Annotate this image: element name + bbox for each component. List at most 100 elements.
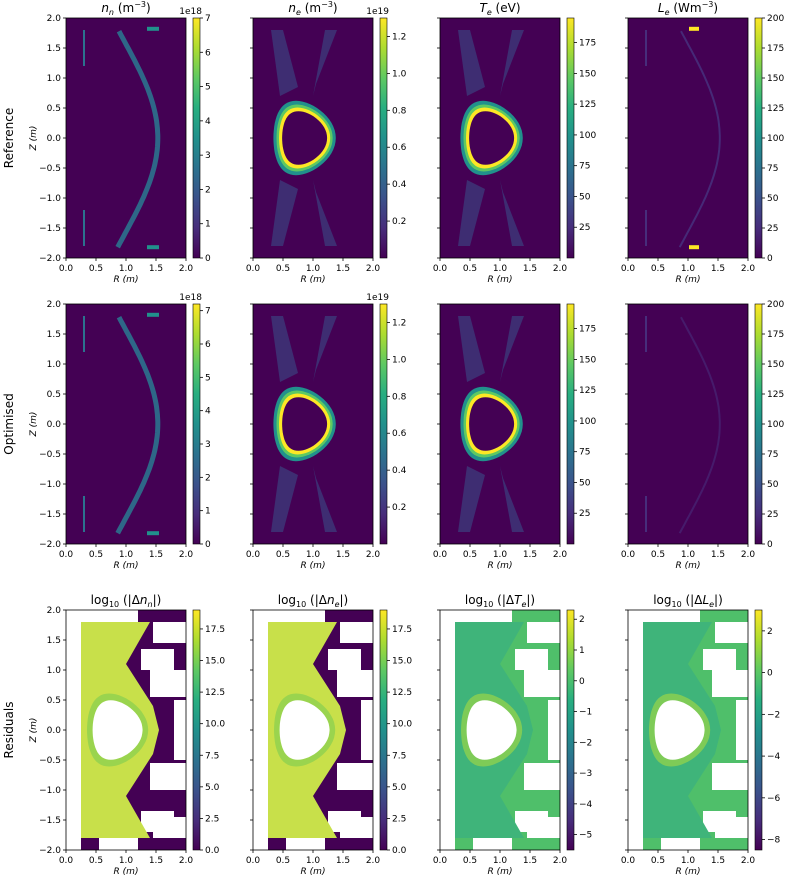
plot-background: [66, 304, 186, 544]
x-tick-label: 0.0: [59, 856, 74, 866]
masked-region: [527, 817, 560, 838]
masked-region: [328, 649, 361, 670]
masked-region: [712, 670, 748, 697]
x-tick-label: 1.5: [149, 856, 163, 866]
colorbar-tick-label: −4: [579, 800, 593, 810]
masked-region: [515, 649, 548, 670]
x-tick-label: 0.0: [621, 264, 636, 274]
colorbar-tick-label: 0.8: [392, 392, 407, 402]
panel-title: Te (eV): [479, 1, 520, 17]
panel-residuals-l_e: log10 (|ΔLe|) 0.0 0.5 1.0 1.5 2.0 R (m) 2 0 −2 −4 −…: [621, 593, 781, 877]
colorbar-tick-label: 1.0: [392, 355, 407, 365]
divertor-leg: [458, 30, 485, 96]
panel-residuals-n_e: log10 (|Δne|) 0.0 0.5 1.0 1.5 2.0 R (m) 0.0 2.5 5…: [246, 593, 412, 877]
core-region: [282, 397, 328, 451]
x-axis-label: R (m): [676, 867, 701, 877]
y-tick-label: 2.0: [47, 606, 62, 616]
panel-optimised-n_n: 0.0 0.5 1.0 1.5 2.0 R (m) 2.0 1.5 1.0 0.5 0.0 −0.5 −…: [29, 293, 211, 571]
y-tick-label: 0.5: [47, 696, 61, 706]
colorbar-tick-label: 3: [205, 151, 211, 161]
masked-core: [466, 700, 517, 760]
colorbar-tick-label: 75: [579, 448, 590, 458]
colorbar-offset: 1e19: [366, 293, 389, 303]
x-tick-label: 2.0: [179, 856, 194, 866]
colorbar-tick-label: 125: [579, 100, 596, 110]
y-tick-label: −1.0: [39, 480, 61, 490]
x-tick-label: 1.0: [306, 264, 321, 274]
masked-region: [337, 763, 373, 790]
colorbar-tick-label: 100: [579, 417, 596, 427]
masked-region: [524, 763, 560, 790]
colorbar-tick-label: 75: [767, 450, 778, 460]
masked-region: [99, 838, 138, 850]
colorbar-tick-label: 75: [579, 162, 590, 172]
colorbar: [566, 303, 575, 545]
colorbar-tick-label: −1: [579, 708, 592, 718]
colorbar-tick-label: 0.6: [392, 143, 407, 153]
x-tick-label: 1.0: [493, 550, 508, 560]
masked-region: [473, 838, 512, 850]
colorbar-tick-label: 175: [767, 330, 784, 340]
x-tick-label: 2.0: [366, 264, 381, 274]
colorbar-tick-label: −2: [767, 710, 780, 720]
x-axis-label: R (m): [301, 561, 326, 571]
colorbar-tick-label: 15.0: [392, 657, 412, 667]
x-tick-label: 0.5: [276, 550, 290, 560]
panel-reference-l_e: Le (Wm−3) 0.0 0.5 1.0 1.5 2.0 R (m) 0 25 50 75 100 1…: [621, 0, 785, 285]
y-tick-label: 1.0: [47, 360, 62, 370]
x-tick-label: 0.0: [59, 550, 74, 560]
x-tick-label: 0.0: [246, 856, 261, 866]
colorbar-tick-label: 175: [579, 39, 596, 49]
colorbar-tick-label: 2.5: [205, 814, 219, 824]
colorbar-tick-label: 6: [205, 340, 211, 350]
masked-region: [268, 610, 286, 622]
y-tick-label: −0.5: [39, 450, 61, 460]
colorbar-tick-label: 7.5: [205, 751, 219, 761]
panel-residuals-t_e: log10 (|ΔTe|) 0.0 0.5 1.0 1.5 2.0 R (m) 2 1 0 −1 −2…: [433, 593, 593, 877]
colorbar-tick-label: 50: [579, 478, 591, 488]
colorbar-tick-label: 150: [579, 69, 596, 79]
colorbar-tick-label: 1.0: [392, 69, 407, 79]
colorbar-offset: 1e19: [366, 7, 389, 17]
x-axis-label: R (m): [114, 275, 139, 285]
divertor-leg: [500, 316, 524, 382]
colorbar-tick-label: 2.5: [392, 814, 406, 824]
colorbar-tick-label: 1.2: [392, 318, 406, 328]
x-tick-label: 1.5: [149, 550, 163, 560]
x-tick-label: 0.5: [651, 856, 665, 866]
masked-region: [174, 700, 186, 760]
colorbar-tick-label: 17.5: [205, 625, 225, 635]
colorbar-tick-label: 0: [579, 677, 585, 687]
divertor-leg: [313, 180, 337, 246]
x-tick-label: 1.5: [336, 550, 350, 560]
y-tick-label: 0.0: [47, 726, 62, 736]
colorbar-tick-label: 150: [767, 74, 784, 84]
colorbar-tick-label: 150: [767, 360, 784, 370]
colorbar: [379, 609, 388, 851]
colorbar: [192, 17, 201, 259]
panel-optimised-l_e: 0.0 0.5 1.0 1.5 2.0 R (m) 0 25 50 75 100 125 150 175 2…: [621, 300, 785, 571]
divertor-leg: [458, 180, 485, 246]
divertor-leg: [313, 316, 337, 382]
panel-title: log10 (|ΔTe|): [465, 593, 535, 609]
panel-reference-n_n: nn (m−3) 0.0 0.5 1.0 1.5 2.0 R (m) 2.0 1.5 1.0 0.5…: [29, 0, 211, 285]
y-tick-label: 2.0: [47, 14, 62, 24]
colorbar-tick-label: 0.0: [392, 846, 407, 856]
colorbar-tick-label: 12.5: [392, 688, 412, 698]
x-tick-label: 2.0: [553, 550, 568, 560]
x-tick-label: 0.0: [59, 264, 74, 274]
colorbar-tick-label: 15.0: [205, 657, 225, 667]
x-tick-label: 0.5: [89, 264, 103, 274]
divertor-leg: [458, 316, 485, 382]
separatrix-band: [678, 316, 721, 534]
colorbar-tick-label: 3: [205, 440, 211, 450]
colorbar-tick-label: −8: [767, 836, 781, 846]
y-axis-label: Z (m): [29, 412, 39, 438]
divertor-leg: [271, 316, 298, 382]
y-tick-label: −2.0: [39, 846, 61, 856]
colorbar-tick-label: 75: [767, 164, 778, 174]
colorbar-tick-label: 100: [579, 131, 596, 141]
colorbar: [754, 303, 763, 545]
x-tick-label: 1.0: [119, 856, 134, 866]
